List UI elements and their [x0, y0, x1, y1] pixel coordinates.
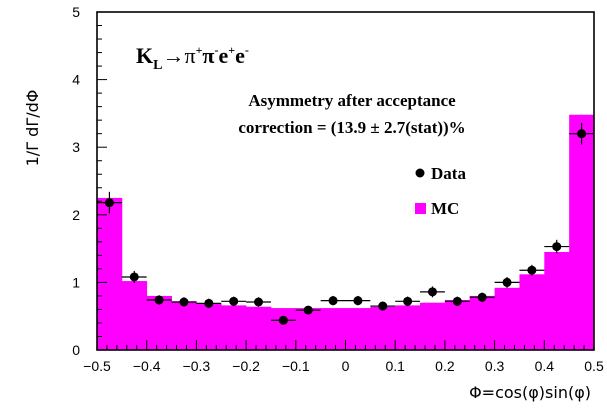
data-point-marker: [452, 296, 462, 306]
mc-bar: [519, 274, 545, 350]
x-tick-label: 0.4: [535, 358, 555, 374]
data-point-marker: [129, 272, 139, 282]
mc-bar: [295, 308, 322, 350]
x-tick-label: 0: [342, 358, 350, 374]
data-point: [519, 264, 545, 276]
x-tick-label: 0.5: [584, 358, 604, 374]
data-point-marker: [229, 296, 239, 306]
data-point: [395, 296, 421, 307]
data-point: [171, 297, 197, 307]
x-axis-ticks: −0.5 −0.4 −0.3 −0.2 −0.1 0 0.1 0.2 0.3 0.4 0.5: [83, 340, 604, 374]
data-point-marker: [154, 295, 164, 305]
data-point: [196, 298, 222, 309]
mc-bar: [146, 295, 172, 350]
y-axis-title: 1/Γ dΓ/dΦ: [23, 90, 42, 167]
x-tick-label: −0.2: [232, 358, 260, 374]
data-point: [146, 295, 172, 305]
data-point-marker: [353, 296, 363, 306]
mc-bar: [569, 114, 595, 350]
mc-bar: [97, 197, 123, 350]
mc-bar: [246, 306, 272, 350]
legend-mc-label: MC: [431, 199, 459, 218]
legend-mc-marker: [415, 203, 426, 214]
y-axis-ticks: 0 1 2 3 4 5: [72, 4, 107, 358]
data-point: [221, 296, 247, 307]
data-point: [444, 296, 470, 307]
mc-bar: [196, 304, 222, 350]
data-point-marker: [552, 242, 562, 252]
data-point: [320, 295, 346, 306]
legend: Data MC: [415, 164, 466, 218]
mc-bar: [444, 299, 471, 350]
x-tick-label: 0.1: [385, 358, 405, 374]
data-point: [295, 305, 321, 315]
data-point-marker: [427, 287, 437, 297]
data-point-marker: [104, 198, 114, 208]
data-point-marker: [303, 305, 313, 315]
x-tick-label: −0.4: [133, 358, 161, 374]
mc-histogram: [97, 114, 595, 350]
data-point-marker: [527, 265, 537, 275]
y-tick-label: 2: [72, 207, 80, 223]
data-point: [121, 270, 147, 284]
mc-bar: [345, 308, 371, 350]
data-point: [420, 286, 445, 298]
mc-bar: [395, 305, 421, 350]
data-point-marker: [254, 297, 264, 307]
data-points: [97, 122, 594, 325]
mc-bar: [370, 306, 396, 350]
y-tick-label: 4: [72, 72, 80, 88]
reaction-label: KL→π+π-e+e-: [136, 43, 249, 73]
data-point: [345, 295, 371, 306]
y-tick-label: 1: [72, 274, 80, 290]
data-point-marker: [502, 277, 512, 287]
data-point: [270, 315, 296, 325]
legend-data-marker: [415, 168, 425, 178]
legend-data-label: Data: [431, 164, 466, 183]
asymmetry-line-2: correction = (13.9 ± 2.7(stat))%: [238, 118, 465, 137]
mc-bar: [494, 287, 520, 350]
x-tick-label: −0.5: [83, 358, 111, 374]
data-point-marker: [577, 129, 587, 139]
y-tick-label: 5: [72, 4, 80, 20]
mc-bar: [221, 305, 247, 350]
data-point-marker: [179, 297, 189, 307]
x-tick-label: 0.2: [435, 358, 455, 374]
mc-bar: [469, 295, 495, 350]
mc-bar: [171, 301, 197, 350]
x-axis-title: Φ=cos(φ)sin(φ): [469, 383, 591, 402]
data-point: [494, 276, 520, 288]
mc-bar: [420, 302, 446, 350]
data-point-marker: [477, 292, 487, 302]
data-point-marker: [278, 315, 288, 325]
x-tick-label: 0.3: [485, 358, 505, 374]
data-point-marker: [204, 298, 214, 308]
asymmetry-line-1: Asymmetry after acceptance: [248, 91, 456, 110]
data-point: [544, 239, 570, 254]
data-point-marker: [403, 296, 413, 306]
mc-bar: [320, 308, 346, 350]
data-point: [569, 122, 594, 145]
x-tick-label: −0.1: [282, 358, 310, 374]
data-point: [97, 191, 122, 214]
mc-bar: [121, 281, 148, 350]
mc-bar: [544, 251, 570, 350]
data-point: [246, 297, 271, 307]
data-point-marker: [328, 296, 338, 306]
y-tick-label: 3: [72, 139, 80, 155]
data-point: [370, 301, 396, 311]
data-point: [469, 292, 495, 303]
mc-bar: [270, 308, 297, 350]
data-point-marker: [378, 301, 388, 311]
x-tick-label: −0.3: [183, 358, 211, 374]
y-tick-label: 0: [72, 342, 80, 358]
